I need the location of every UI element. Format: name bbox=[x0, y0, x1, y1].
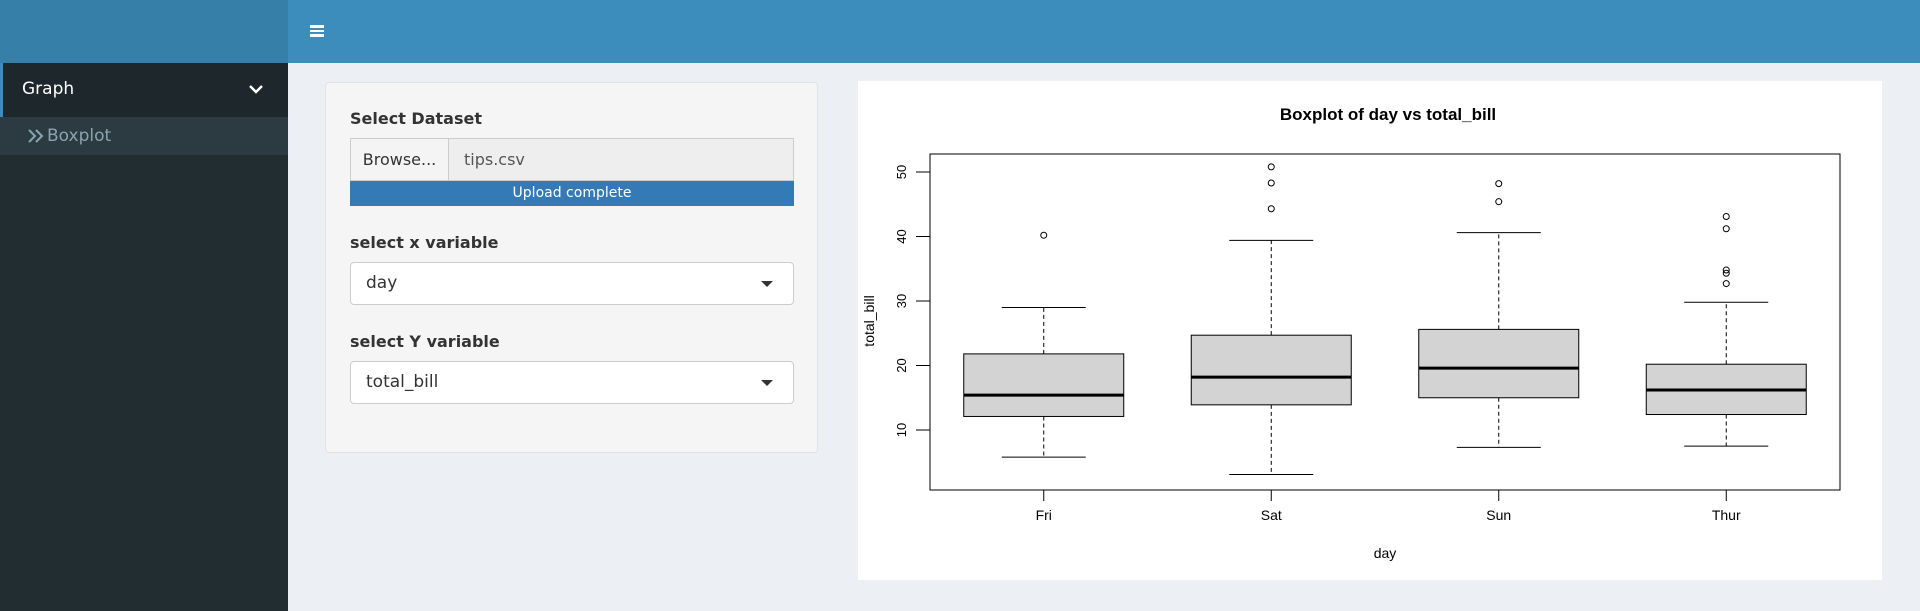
x-tick-label: Thur bbox=[1712, 507, 1741, 523]
y-tick-label: 20 bbox=[894, 358, 909, 372]
chart-title: Boxplot of day vs total_bill bbox=[1280, 105, 1496, 124]
x-axis-label: day bbox=[1374, 545, 1397, 561]
chevron-down-icon bbox=[249, 85, 263, 94]
box-sun bbox=[1418, 328, 1580, 399]
y-variable-label: select Y variable bbox=[350, 332, 500, 351]
plot-output: Boxplot of day vs total_bill day total_b… bbox=[858, 81, 1882, 580]
y-tick-label: 50 bbox=[894, 165, 909, 179]
y-variable-value: total_bill bbox=[366, 372, 439, 392]
boxplot-chart: Boxplot of day vs total_bill day total_b… bbox=[861, 105, 1841, 561]
plot-frame bbox=[929, 153, 1841, 491]
outlier-point bbox=[1495, 180, 1503, 188]
top-navbar bbox=[288, 0, 1920, 63]
sidebar-item-graph[interactable]: Graph bbox=[0, 63, 288, 117]
box-fri bbox=[963, 353, 1125, 417]
y-tick-label: 30 bbox=[894, 294, 909, 308]
logo-area bbox=[0, 0, 288, 63]
x-variable-value: day bbox=[366, 273, 398, 293]
outlier-point bbox=[1495, 198, 1503, 206]
outlier-point bbox=[1267, 163, 1275, 171]
outlier-point bbox=[1722, 266, 1730, 274]
sidebar: Graph Boxplot bbox=[0, 63, 288, 611]
box-sat bbox=[1190, 334, 1352, 406]
browse-button[interactable]: Browse... bbox=[351, 139, 449, 180]
y-tick-label: 10 bbox=[894, 423, 909, 437]
dataset-label: Select Dataset bbox=[350, 109, 482, 128]
sidebar-item-label: Graph bbox=[22, 79, 75, 99]
x-variable-label: select x variable bbox=[350, 233, 499, 252]
sidebar-item-boxplot[interactable]: Boxplot bbox=[0, 117, 288, 155]
x-tick-label: Sun bbox=[1486, 507, 1511, 523]
x-tick-label: Sat bbox=[1261, 507, 1282, 523]
double-chevron-right-icon bbox=[28, 129, 44, 143]
outlier-point bbox=[1040, 231, 1048, 239]
outlier-point bbox=[1267, 179, 1275, 187]
outlier-point bbox=[1722, 213, 1730, 221]
sidebar-item-label: Boxplot bbox=[47, 126, 112, 146]
dropdown-caret-icon bbox=[761, 281, 773, 287]
dropdown-caret-icon bbox=[761, 380, 773, 386]
outlier-point bbox=[1267, 205, 1275, 213]
y-variable-select[interactable]: total_bill bbox=[350, 361, 794, 404]
outlier-point bbox=[1722, 280, 1730, 288]
file-name-field[interactable]: tips.csv bbox=[449, 139, 793, 180]
hamburger-icon[interactable] bbox=[306, 20, 328, 42]
y-axis-label: total_bill bbox=[861, 295, 877, 346]
x-variable-select[interactable]: day bbox=[350, 262, 794, 305]
file-input[interactable]: Browse... tips.csv bbox=[350, 138, 794, 181]
y-tick-label: 40 bbox=[894, 229, 909, 243]
x-tick-label: Fri bbox=[1036, 507, 1052, 523]
outlier-point bbox=[1722, 269, 1730, 277]
input-panel: Select Dataset Browse... tips.csv Upload… bbox=[325, 82, 818, 453]
upload-progress-bar: Upload complete bbox=[350, 181, 794, 206]
outlier-point bbox=[1722, 225, 1730, 233]
